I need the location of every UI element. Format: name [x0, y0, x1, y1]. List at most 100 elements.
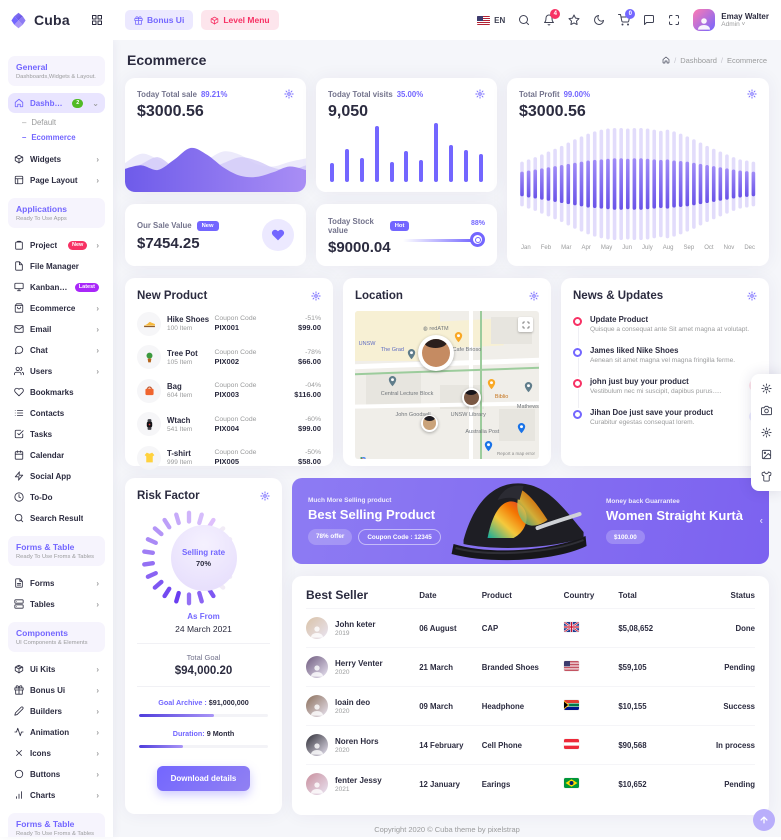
sidebar-item-contacts[interactable]: Contacts — [8, 403, 105, 423]
seller-year: 2021 — [335, 786, 382, 793]
sidebar-item-search-result[interactable]: Search Result — [8, 508, 105, 528]
home-icon[interactable] — [662, 56, 670, 64]
sidebar-item-users[interactable]: Users› — [8, 361, 105, 381]
map-fullscreen-icon[interactable] — [518, 317, 533, 332]
sidebar-item-animation[interactable]: Animation› — [8, 722, 105, 742]
sidebar-item-kanban-board[interactable]: Kanban BoardLatest — [8, 277, 105, 297]
product-stock: 541 Item — [167, 426, 192, 433]
coupon-code-value: PIX002 — [214, 357, 276, 366]
product-row-bag[interactable]: Bag 604 Item Coupon Code PIX003 -04% $11… — [137, 379, 321, 403]
sidebar-item-chat[interactable]: Chat› — [8, 340, 105, 360]
sidebar-item-widgets[interactable]: Widgets› — [8, 149, 105, 169]
news-title: News & Updates — [573, 290, 663, 302]
user-menu[interactable]: Emay Walter Admin ˅ — [693, 9, 769, 31]
sidebar-item-charts[interactable]: Charts› — [8, 785, 105, 805]
sidebar-item-calendar[interactable]: Calendar — [8, 445, 105, 465]
zap-icon — [14, 471, 24, 481]
sidebar-item-tasks[interactable]: Tasks — [8, 424, 105, 444]
stock-progress-slider[interactable]: 88% — [409, 220, 485, 250]
screenshot-camera-icon[interactable] — [761, 405, 772, 416]
settings-gear-icon[interactable] — [747, 291, 757, 301]
cart-icon[interactable]: 0 — [618, 14, 630, 26]
sidebar-item-icons[interactable]: Icons› — [8, 743, 105, 763]
product-row-tree-pot[interactable]: Tree Pot 105 Item Coupon Code PIX002 -78… — [137, 345, 321, 369]
location-title: Location — [355, 290, 403, 302]
settings-gear-icon[interactable] — [475, 89, 485, 99]
banner-right: Money back Guarrantee Women Straight Kur… — [606, 498, 753, 544]
options-gear-icon[interactable] — [761, 427, 772, 438]
chevron-right-icon: › — [96, 325, 99, 334]
level-menu-button[interactable]: Level Menu — [201, 10, 278, 30]
settings-gear-icon[interactable] — [747, 89, 757, 99]
settings-gear-icon[interactable] — [311, 291, 321, 301]
sidebar-item-to-do[interactable]: To-Do — [8, 487, 105, 507]
wallpaper-image-icon[interactable] — [761, 449, 772, 460]
best-seller-row-john-keter[interactable]: John keter 2019 06 August CAP $5,08,652 … — [306, 608, 755, 647]
sidebar-item-page-layout[interactable]: Page Layout› — [8, 170, 105, 190]
news-item[interactable]: Update Product Quisque a consequat ante … — [573, 315, 757, 333]
visit-bar — [464, 150, 468, 182]
fullscreen-icon[interactable] — [668, 14, 680, 26]
sidebar-item-bonus-ui[interactable]: Bonus Ui› — [8, 680, 105, 700]
dark-mode-moon-icon[interactable] — [593, 14, 605, 26]
map-label-unsw-library: UNSW Library — [451, 412, 486, 418]
search-icon[interactable] — [518, 14, 530, 26]
price-badge[interactable]: $100.00 — [606, 530, 645, 544]
best-seller-row-noren-hors[interactable]: Noren Hors 2020 14 February Cell Phone $… — [306, 725, 755, 764]
as-from-label: As From — [137, 612, 270, 621]
map-attribution[interactable]: Report a map error — [497, 451, 535, 456]
settings-gear-icon[interactable] — [761, 383, 772, 394]
cell-product: Cell Phone — [482, 741, 564, 750]
news-item[interactable]: James liked Nike Shoes Aenean sit amet m… — [573, 346, 757, 364]
sidebar-subitem-default[interactable]: –Default — [18, 115, 105, 130]
brand-logo-icon[interactable] — [10, 12, 27, 29]
location-map[interactable]: ◍ redATM The Grad Cafe Brioso UNSW Centr… — [355, 311, 539, 459]
bonus-ui-button[interactable]: Bonus Ui — [125, 10, 193, 30]
sidebar-item-dashboards[interactable]: Dashboards2⌄ — [8, 93, 105, 113]
best-seller-row-herry-venter[interactable]: Herry Venter 2020 21 March Branded Shoes… — [306, 647, 755, 686]
risk-factor-title: Risk Factor — [137, 490, 200, 502]
sidebar-item-buttons[interactable]: Buttons› — [8, 764, 105, 784]
sidebar-subitem-ecommerce[interactable]: –Ecommerce — [18, 130, 105, 145]
settings-gear-icon[interactable] — [284, 89, 294, 99]
settings-gear-icon[interactable] — [260, 491, 270, 501]
settings-gear-icon[interactable] — [529, 291, 539, 301]
news-item[interactable]: Jihan Doe just save your product Curabit… — [573, 408, 757, 426]
cart-badge: 0 — [625, 9, 635, 19]
sidebar-item-email[interactable]: Email› — [8, 319, 105, 339]
sidebar-item-file-manager[interactable]: File Manager — [8, 256, 105, 276]
news-item[interactable]: john just buy your product Vestibulum ne… — [573, 377, 757, 395]
scroll-to-top-button[interactable] — [753, 809, 775, 831]
heart-icon[interactable] — [262, 219, 294, 251]
slider-knob[interactable] — [470, 232, 485, 247]
sidebar-item-tables[interactable]: Tables› — [8, 594, 105, 614]
sidebar-toggle-grid-icon[interactable] — [91, 14, 103, 26]
product-row-t-shirt[interactable]: T-shirt 999 Item Coupon Code PIX005 -50%… — [137, 446, 321, 470]
product-row-wtach[interactable]: Wtach 541 Item Coupon Code PIX004 -60% $… — [137, 412, 321, 436]
best-seller-row-fenter-jessy[interactable]: fenter Jessy 2021 12 January Earings $10… — [306, 764, 755, 803]
sidebar-item-forms[interactable]: Forms› — [8, 573, 105, 593]
messages-icon[interactable] — [643, 14, 655, 26]
sidebar-item-ecommerce[interactable]: Ecommerce› — [8, 298, 105, 318]
notifications-bell-icon[interactable]: 4 — [543, 14, 555, 26]
banner-prev-arrow[interactable]: ‹ — [760, 516, 763, 527]
main-content: Ecommerce / Dashboard / Ecommerce Today … — [113, 40, 781, 837]
sidebar-item-social-app[interactable]: Social App — [8, 466, 105, 486]
sidebar-item-builders[interactable]: Builders› — [8, 701, 105, 721]
bookmark-star-icon[interactable] — [568, 14, 580, 26]
card-new-product: New Product Hike Shoes 100 Item Coupon C… — [125, 278, 333, 466]
visit-bar — [479, 154, 483, 182]
cell-date: 21 March — [419, 663, 481, 672]
coupon-badge[interactable]: Coupon Code : 12345 — [358, 529, 440, 545]
language-selector[interactable]: EN — [477, 16, 505, 25]
theme-shirt-icon[interactable] — [761, 471, 772, 482]
product-row-hike-shoes[interactable]: Hike Shoes 100 Item Coupon Code PIX001 -… — [137, 312, 321, 336]
download-details-button[interactable]: Download details — [157, 766, 251, 791]
breadcrumb-dashboard[interactable]: Dashboard — [680, 56, 717, 65]
offer-badge[interactable]: 78% offer — [308, 529, 352, 545]
sidebar-item-ui-kits[interactable]: Ui Kits› — [8, 659, 105, 679]
best-seller-row-loain-deo[interactable]: loain deo 2020 09 March Headphone $10,15… — [306, 686, 755, 725]
sidebar-item-bookmarks[interactable]: Bookmarks — [8, 382, 105, 402]
sale-value-badge: New — [197, 221, 219, 231]
